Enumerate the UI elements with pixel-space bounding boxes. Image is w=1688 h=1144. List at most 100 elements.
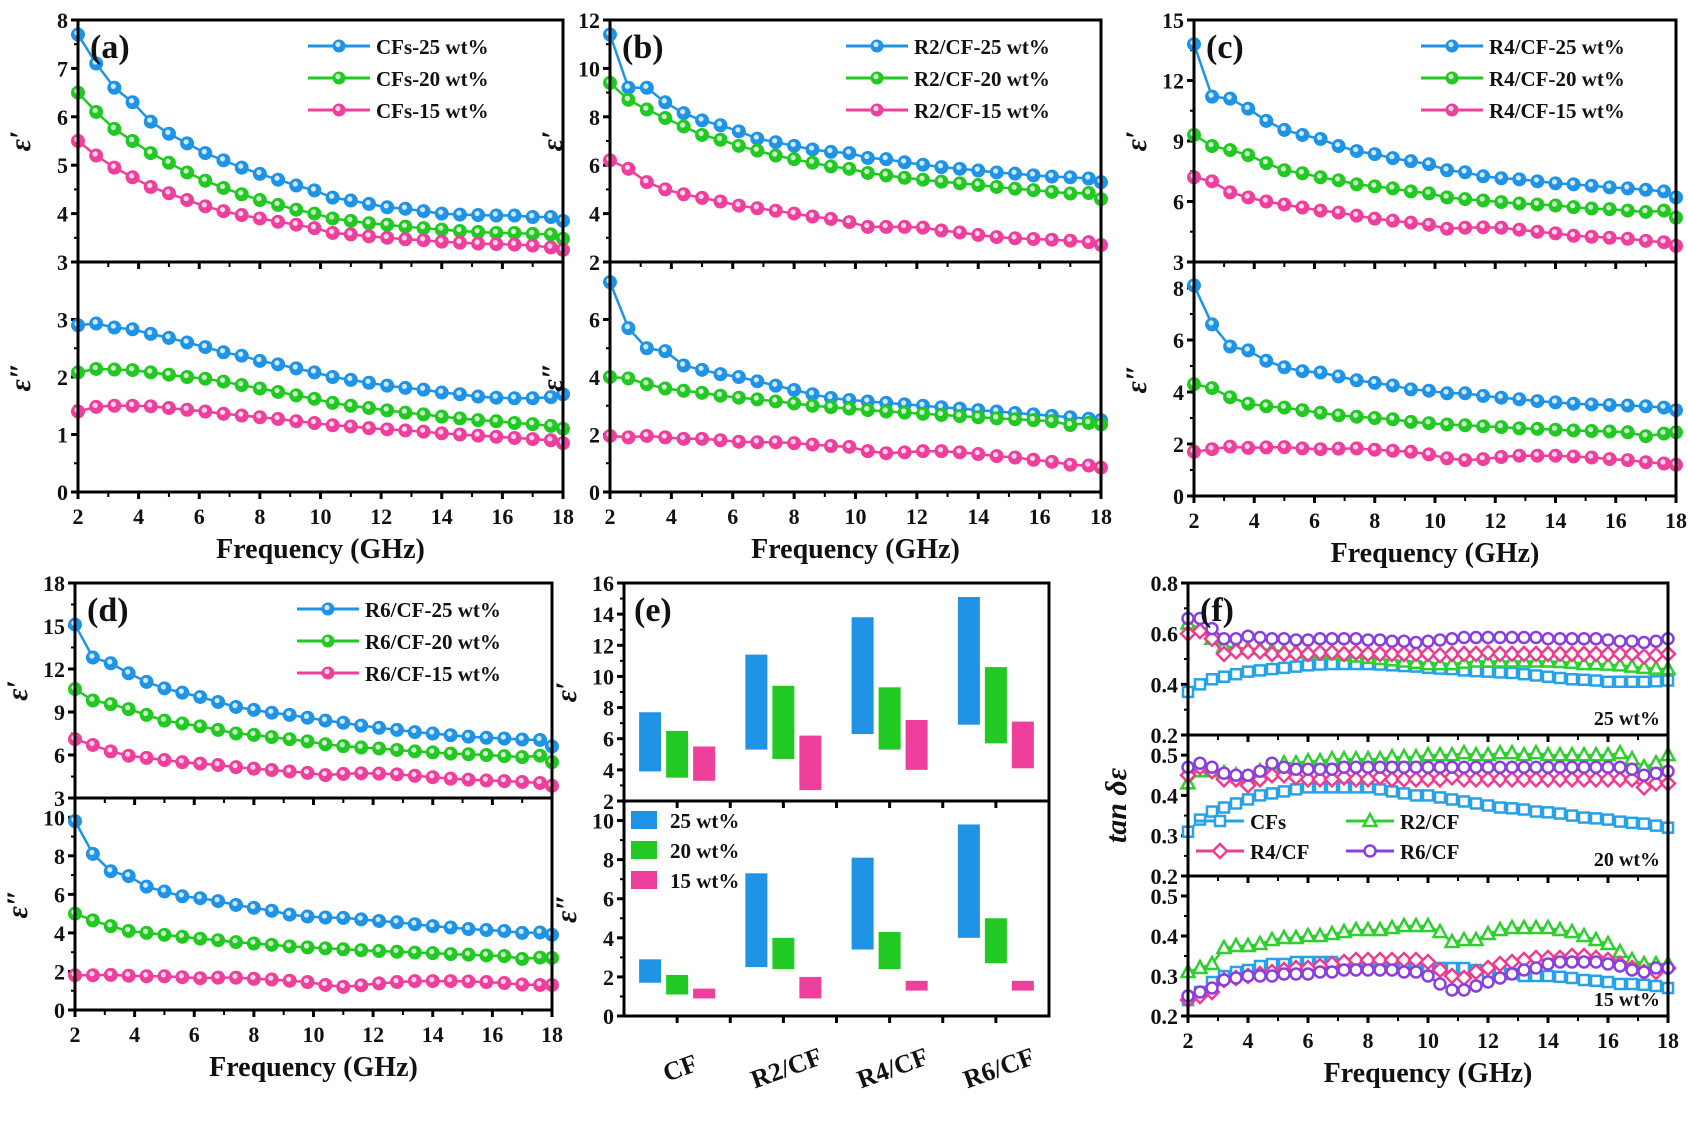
- panel-b-series-0-imag-point-highlight: [901, 400, 907, 406]
- panel-c-series-2-imag-point-highlight: [1208, 445, 1214, 451]
- panel-b-series-1-imag-point-highlight: [735, 393, 741, 399]
- panel-f-series-3-point: [1505, 630, 1519, 645]
- panel-e-bar-real: [957, 597, 980, 725]
- panel-c-series-2-real-point-highlight: [1588, 232, 1594, 238]
- panel-c-bottom-ytick-label: 4: [1173, 380, 1184, 405]
- panel-a-series-1-imag-point-highlight: [456, 414, 462, 420]
- panel-a-series-2-imag-point-highlight: [183, 405, 189, 411]
- panel-d-series-1-imag-point-highlight: [160, 930, 167, 936]
- panel-c-series-1-imag-point-highlight: [1389, 415, 1395, 421]
- panel-f-sub0-ytick-label: 0.4: [1151, 672, 1179, 697]
- panel-a-xtick-label: 10: [310, 504, 332, 529]
- panel-a-series-1-imag-point-highlight: [292, 391, 298, 397]
- panel-b-series-0-real-point-highlight: [772, 138, 778, 144]
- panel-a-series-2-real-point-highlight: [383, 233, 389, 239]
- panel-a-series-2-imag-point-highlight: [492, 432, 498, 438]
- panel-f-series-2-point: [1539, 645, 1557, 663]
- panel-b-series-0-real-point-highlight: [643, 83, 649, 89]
- panel-f-series-3-point: [1289, 633, 1303, 647]
- panel-b-series-2-real-point-highlight: [661, 185, 667, 191]
- panel-f-series-0-point: [1277, 661, 1291, 675]
- panel-f-series-3-point: [1493, 971, 1507, 985]
- panel-c-series-0-imag-point-highlight: [1515, 395, 1521, 401]
- panel-d-series-1-real-point-highlight: [357, 743, 363, 749]
- panel-a-series-1-real-point-highlight: [419, 224, 426, 230]
- panel-d-series-1-real-point-highlight: [178, 719, 184, 725]
- panel-a-series-1-real-point-highlight: [347, 216, 353, 222]
- panel-f-series-2-point: [1443, 768, 1461, 787]
- panel-c-series-1-imag-point-highlight: [1425, 419, 1431, 425]
- panel-e-category-label: R6/CF: [959, 1042, 1038, 1094]
- panel-e-legend-label: 15 wt%: [670, 869, 739, 893]
- panel-b-ylabel-bottom: ε″: [536, 363, 569, 392]
- panel-f-series-0-point: [1241, 665, 1255, 678]
- panel-b-series-2-real-point-highlight: [1029, 234, 1036, 241]
- panel-b-series-2-imag-point-highlight: [624, 433, 631, 439]
- panel-c-series-1-real-point-highlight: [1298, 169, 1305, 175]
- panel-f-series-3-point: [1241, 768, 1255, 783]
- panel-b-top-ytick-label: 10: [578, 56, 600, 81]
- panel-c-series-1-real-point-highlight: [1353, 180, 1359, 186]
- panel-d-series-2-real-point-highlight: [232, 763, 238, 769]
- panel-d-series-0-imag-point-highlight: [250, 903, 256, 909]
- panel-c-series-2-real-point-highlight: [1606, 233, 1612, 239]
- panel-a-series-0-real-point-highlight: [510, 211, 517, 217]
- panel-f-series-3-point: [1397, 634, 1411, 649]
- panel-e-label: (e): [634, 592, 672, 629]
- panel-e-legend-label: 25 wt%: [670, 809, 739, 833]
- panel-c-series-1-imag-point-highlight: [1443, 420, 1449, 426]
- panel-f-series-3-point: [1637, 965, 1651, 979]
- panel-f-series-3-point: [1541, 760, 1555, 774]
- panel-d-series-0-real-point-highlight: [500, 734, 506, 740]
- panel-f-series-0-point: [1601, 975, 1615, 989]
- panel-b-series-2-real-point-highlight: [753, 204, 759, 210]
- panel-d-series-1-real-line: [74, 688, 553, 764]
- panel-f-series-3-point: [1265, 969, 1279, 983]
- panel-c-series-2-imag-point-highlight: [1335, 444, 1341, 450]
- panel-c-series-2-imag-line: [1193, 445, 1677, 467]
- panel-e-bar-imag: [878, 931, 901, 970]
- panel-f-sub1-ytick-label: 0.3: [1151, 824, 1179, 849]
- panel-f-series-0-point: [1577, 973, 1591, 987]
- panel-c-series-1-imag-point-highlight: [1588, 426, 1594, 433]
- panel-a-series-0-imag-point-highlight: [401, 383, 407, 390]
- panel-c-series-1-imag-point-highlight: [1262, 402, 1268, 408]
- panel-b-series-0-imag-point-highlight: [790, 385, 796, 392]
- panel-f-series-0-point: [1265, 787, 1279, 800]
- panel-f-series-1-point: [1443, 932, 1461, 949]
- panel-c-series-2-real-point-highlight: [1533, 227, 1540, 233]
- panel-b-series-1-real-point-highlight: [790, 155, 796, 161]
- panel-b-series-1-real-point-highlight: [698, 130, 704, 137]
- panel-f-series-3-point: [1421, 634, 1435, 649]
- panel-c-series-2-real-line: [1193, 176, 1677, 248]
- panel-d-series-1-real-point-highlight: [196, 722, 202, 728]
- panel-a-series-2-imag-point-highlight: [165, 403, 171, 410]
- panel-e-bottom-ytick-label: 6: [603, 887, 614, 912]
- panel-a-series-0-imag-point-highlight: [201, 343, 207, 349]
- panel-f-series-2-point: [1575, 645, 1593, 663]
- panel-f-series-3-point: [1205, 760, 1219, 774]
- panel-b-series-2-real-point-highlight: [919, 223, 925, 229]
- panel-b-series-2-imag-point-highlight: [790, 439, 796, 445]
- panel-c-series-2-imag-point-highlight: [1226, 442, 1232, 448]
- panel-b-series-1-real-point-highlight: [753, 146, 759, 152]
- panel-f-series-0-point: [1529, 805, 1543, 818]
- panel-c-series-0-real-point-highlight: [1551, 179, 1558, 185]
- panel-b-series-0-real-point-highlight: [901, 158, 907, 164]
- panel-d-series-0-imag-point-highlight: [464, 924, 471, 931]
- panel-a-series-0-real-point-highlight: [474, 210, 480, 217]
- panel-f-series-3-point: [1289, 762, 1303, 776]
- panel-f-series-2-point: [1551, 770, 1569, 789]
- panel-b-series-2-real-point-highlight: [680, 190, 686, 196]
- panel-d-top-ytick-label: 6: [54, 743, 65, 768]
- panel-c-bottom-ytick-label: 6: [1173, 328, 1184, 353]
- panel-a-series-0-real-line: [76, 33, 564, 223]
- panel-f-series-3-point: [1553, 955, 1567, 969]
- panel-f-series-3-point: [1361, 633, 1375, 647]
- panel-b-xtick-label: 4: [666, 504, 677, 529]
- panel-a-series-0-imag-point-highlight: [110, 323, 116, 329]
- panel-d-xtick-label: 12: [362, 1022, 384, 1047]
- panel-a-series-2-real-point-highlight: [419, 236, 426, 242]
